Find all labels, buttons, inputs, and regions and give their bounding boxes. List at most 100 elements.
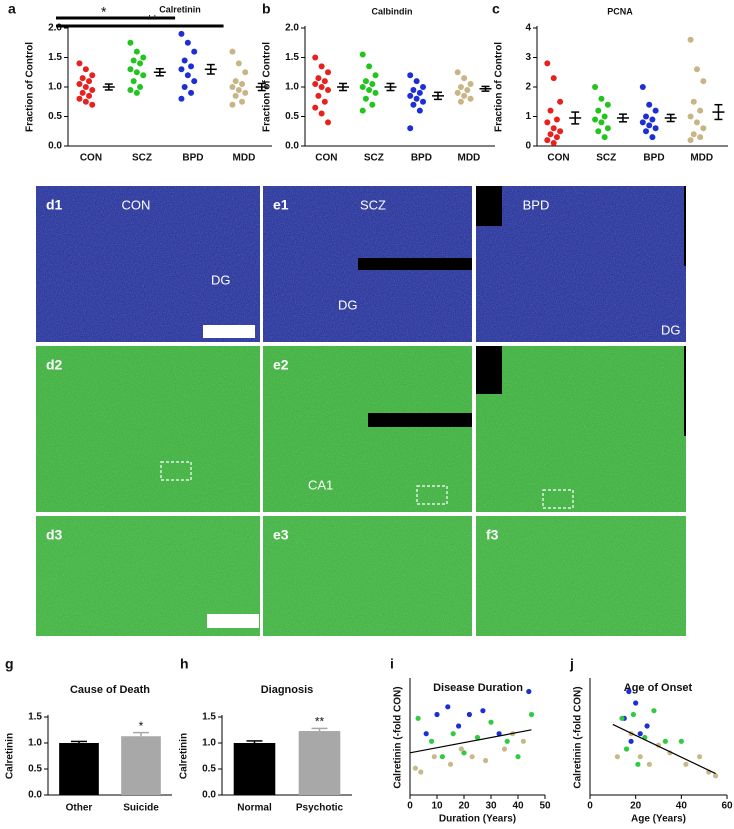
y-axis-label: Fraction of Control [494, 42, 505, 132]
data-point [318, 110, 325, 117]
y-tick-label: 0.0 [202, 790, 216, 801]
x-tick-label: 20 [458, 801, 470, 812]
region-label: DG [338, 297, 358, 312]
x-tick-label: 10 [431, 801, 443, 812]
data-point [359, 51, 366, 58]
data-point [184, 39, 191, 46]
x-tick-label: MDD [690, 153, 713, 164]
data-point [466, 711, 472, 718]
panel-label: e2 [273, 357, 289, 373]
data-point [420, 98, 427, 105]
data-point [637, 754, 643, 760]
significance: * [101, 4, 107, 20]
y-tick-label: 1.5 [48, 52, 62, 63]
micrograph-texture [36, 186, 260, 342]
data-point [321, 78, 328, 85]
micrograph-texture [476, 346, 686, 512]
x-tick-label: BPD [182, 153, 203, 164]
data-point [235, 60, 242, 67]
data-point [229, 48, 236, 55]
data-point [235, 86, 242, 93]
y-tick-label: 0.5 [28, 764, 42, 775]
data-point [643, 113, 650, 120]
data-point [410, 86, 417, 93]
data-point [242, 89, 249, 96]
data-point [242, 69, 249, 76]
data-point [687, 113, 694, 120]
data-point [447, 761, 454, 767]
data-point [496, 731, 502, 737]
data-point [127, 86, 134, 93]
data-point [604, 125, 611, 132]
data-point [412, 765, 418, 771]
data-point [137, 60, 144, 67]
y-tick-label: 0.5 [202, 764, 216, 775]
data-point [693, 119, 700, 126]
data-point [318, 84, 325, 90]
y-tick-label: 1.0 [28, 738, 42, 749]
data-point [461, 75, 468, 82]
data-point [651, 708, 657, 714]
data-point [547, 107, 554, 114]
bar [233, 743, 276, 795]
chart-title: Diagnosis [261, 684, 314, 696]
data-point [76, 95, 83, 102]
x-tick-label: CON [547, 153, 569, 164]
data-point [550, 75, 557, 82]
data-point [232, 92, 239, 99]
data-point [140, 54, 147, 61]
inset-box [160, 461, 192, 481]
data-point [687, 36, 694, 43]
data-point [628, 738, 634, 744]
data-point [366, 86, 373, 93]
data-point [315, 92, 322, 99]
x-tick-label: BPD [411, 153, 432, 164]
data-point [127, 66, 134, 73]
data-point [598, 95, 605, 102]
data-point [321, 98, 328, 105]
data-point [630, 711, 636, 718]
chart-title: Disease Duration [433, 682, 523, 694]
data-point [690, 131, 697, 138]
y-tick-label: 1.0 [285, 82, 299, 93]
data-point [232, 78, 239, 85]
chart-title: Calretinin [159, 4, 201, 14]
micrograph-texture [476, 516, 686, 636]
panel-letter: g [5, 656, 14, 672]
data-point [626, 688, 632, 695]
data-point [544, 137, 551, 144]
data-point [678, 738, 684, 744]
x-tick-label: 60 [721, 801, 733, 812]
data-point [239, 81, 246, 88]
data-point [595, 128, 602, 135]
y-axis-label: Fraction of Control [262, 42, 273, 132]
data-point [697, 134, 704, 141]
y-tick-label: 0.5 [48, 111, 62, 122]
data-point [420, 84, 427, 90]
data-point [643, 128, 650, 135]
data-point [140, 72, 147, 79]
data-point [188, 89, 195, 96]
data-point [423, 731, 429, 737]
micrograph-texture [263, 346, 472, 512]
y-tick-label: 0.0 [285, 141, 299, 152]
region-label: BPD [523, 197, 550, 212]
panel-letter: c [492, 1, 500, 17]
data-point [469, 754, 475, 760]
bar [59, 743, 99, 795]
x-tick-label: BPD [643, 153, 664, 164]
data-point [557, 128, 564, 135]
data-point [623, 746, 630, 752]
data-point [416, 89, 423, 96]
data-point [544, 119, 551, 126]
data-point [133, 48, 140, 55]
x-tick-label: 40 [676, 801, 688, 812]
panel-label: e3 [273, 527, 289, 543]
data-point [480, 708, 486, 714]
data-point [601, 113, 608, 120]
data-point [687, 137, 694, 144]
data-point [229, 101, 236, 108]
region-label: CA1 [308, 477, 333, 492]
y-axis-label: Calretinin [5, 733, 16, 779]
data-point [191, 48, 198, 55]
